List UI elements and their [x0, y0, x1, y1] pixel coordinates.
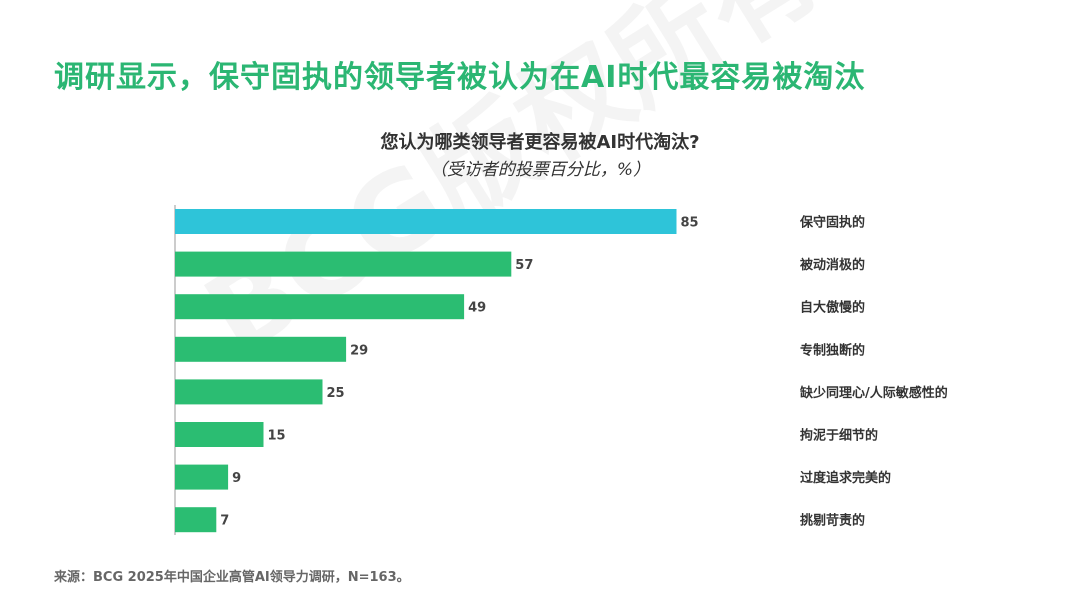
bar-0	[175, 209, 677, 234]
category-label-6: 过度追求完美的	[800, 470, 891, 486]
value-label-3: 29	[350, 343, 368, 358]
value-label-4: 25	[327, 386, 345, 401]
category-label-2: 自大傲慢的	[800, 300, 865, 316]
bar-2	[175, 294, 465, 320]
value-label-7: 7	[220, 514, 229, 529]
chart-title: 您认为哪类领导者更容易被AI时代淘汰?	[380, 132, 700, 153]
category-label-1: 被动消极的	[799, 257, 865, 273]
category-label-0: 保守固执的	[799, 215, 865, 231]
category-label-7: 挑剔苛责的	[800, 513, 865, 529]
bar-5	[175, 422, 264, 447]
chart-subtitle: （受访者的投票百分比，%）	[429, 160, 651, 180]
bar-7	[175, 507, 217, 533]
bar-4	[175, 379, 323, 405]
value-label-6: 9	[232, 471, 241, 486]
category-label-3: 专制独断的	[800, 342, 865, 358]
value-label-2: 49	[468, 301, 486, 316]
bar-3	[175, 336, 347, 362]
category-label-5: 拘泥于细节的	[800, 428, 878, 444]
bars-group: 85 保守固执的 57 被动消极的 49 自大傲慢的 29 专制独断的 25 缺少同理心/人际敏感…	[174, 205, 948, 535]
value-label-1: 57	[515, 258, 533, 273]
page-title: 调研显示，保守固执的领导者被认为在AI时代最容易被淘汰	[54, 60, 866, 95]
value-label-5: 15	[268, 429, 286, 444]
bar-1	[175, 251, 512, 277]
value-label-0: 85	[681, 216, 699, 231]
category-label-4: 缺少同理心/人际敏感性的	[799, 385, 948, 401]
source-note: 来源：BCG 2025年中国企业高管AI领导力调研，N=163。	[54, 570, 410, 585]
bar-6	[175, 464, 229, 490]
